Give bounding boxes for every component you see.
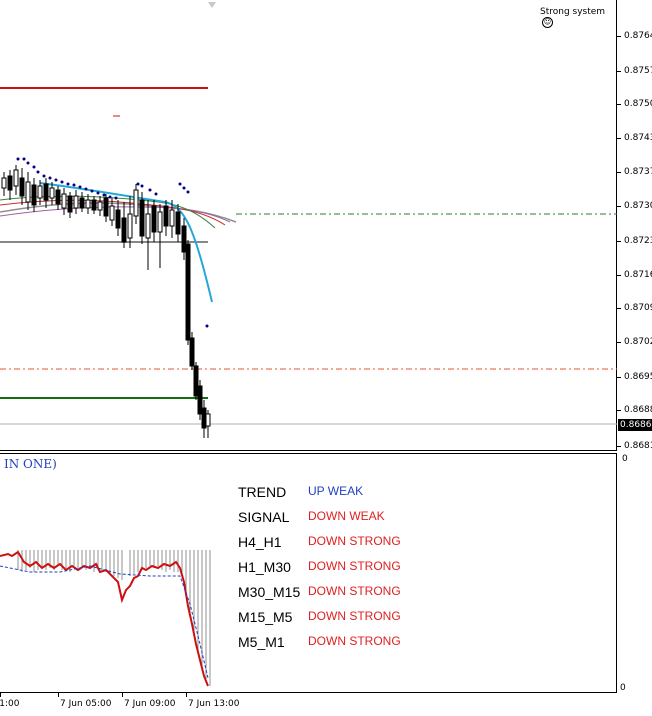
h1-m30-label: H1_M30 (238, 559, 291, 575)
m5-m1-value: DOWN STRONG (308, 634, 401, 648)
time-label: 7 Jun 05:00 (60, 699, 112, 709)
m15-m5-value: DOWN STRONG (308, 609, 401, 623)
signal-label: SIGNAL (238, 509, 290, 525)
time-label: 7 Jun 09:00 (124, 699, 176, 709)
time-label: 7 Jun 13:00 (188, 699, 240, 709)
h4-h1-value: DOWN STRONG (308, 534, 401, 548)
indicator-window[interactable] (0, 453, 617, 693)
price-label: 0.8764 (624, 31, 652, 41)
price-chart[interactable]: Strong system☺ (0, 0, 617, 451)
time-label: 7 Jun 01:00 (0, 699, 20, 709)
indicator-axis-bottom: 0 (620, 683, 626, 693)
price-label: 0.8737 (624, 167, 652, 177)
signal-value: DOWN WEAK (308, 509, 385, 523)
price-label: 0.8743 (624, 133, 652, 143)
indicator-line-red (0, 550, 209, 687)
current-price-label: 0.8686 (618, 419, 652, 431)
scroll-marker-icon[interactable] (208, 2, 216, 8)
smiley-icon: ☺ (542, 17, 553, 28)
indicator-canvas (0, 550, 211, 687)
price-label: 0.8681 (624, 441, 652, 451)
candles (1, 165, 211, 438)
indicator-axis-top: 0 (622, 454, 628, 464)
price-label: 0.8709 (624, 303, 652, 313)
h1-m30-value: DOWN STRONG (308, 559, 401, 573)
price-label: 0.8716 (624, 270, 652, 280)
h4-h1-label: H4_H1 (238, 534, 282, 550)
m5-m1-label: M5_M1 (238, 634, 285, 650)
price-label: 0.8695 (624, 372, 652, 382)
m15-m5-label: M15_M5 (238, 609, 293, 625)
m30-m15-value: DOWN STRONG (308, 584, 401, 598)
price-label: 0.8757 (624, 66, 652, 76)
indicator-line-blue (0, 565, 209, 679)
ma-cyan (39, 182, 213, 303)
sar-dots (16, 157, 209, 328)
price-label: 0.8688 (624, 405, 652, 415)
indicator-title: IN ONE) (4, 457, 57, 471)
system-label: Strong system☺ (540, 7, 606, 28)
price-label: 0.8723 (624, 236, 652, 246)
price-chart-canvas (0, 87, 617, 438)
price-label: 0.8702 (624, 337, 652, 347)
histogram-bars (17, 550, 211, 686)
m30-m15-label: M30_M15 (238, 584, 301, 600)
trend-label: TREND (238, 484, 287, 500)
trend-value: UP WEAK (308, 484, 364, 498)
